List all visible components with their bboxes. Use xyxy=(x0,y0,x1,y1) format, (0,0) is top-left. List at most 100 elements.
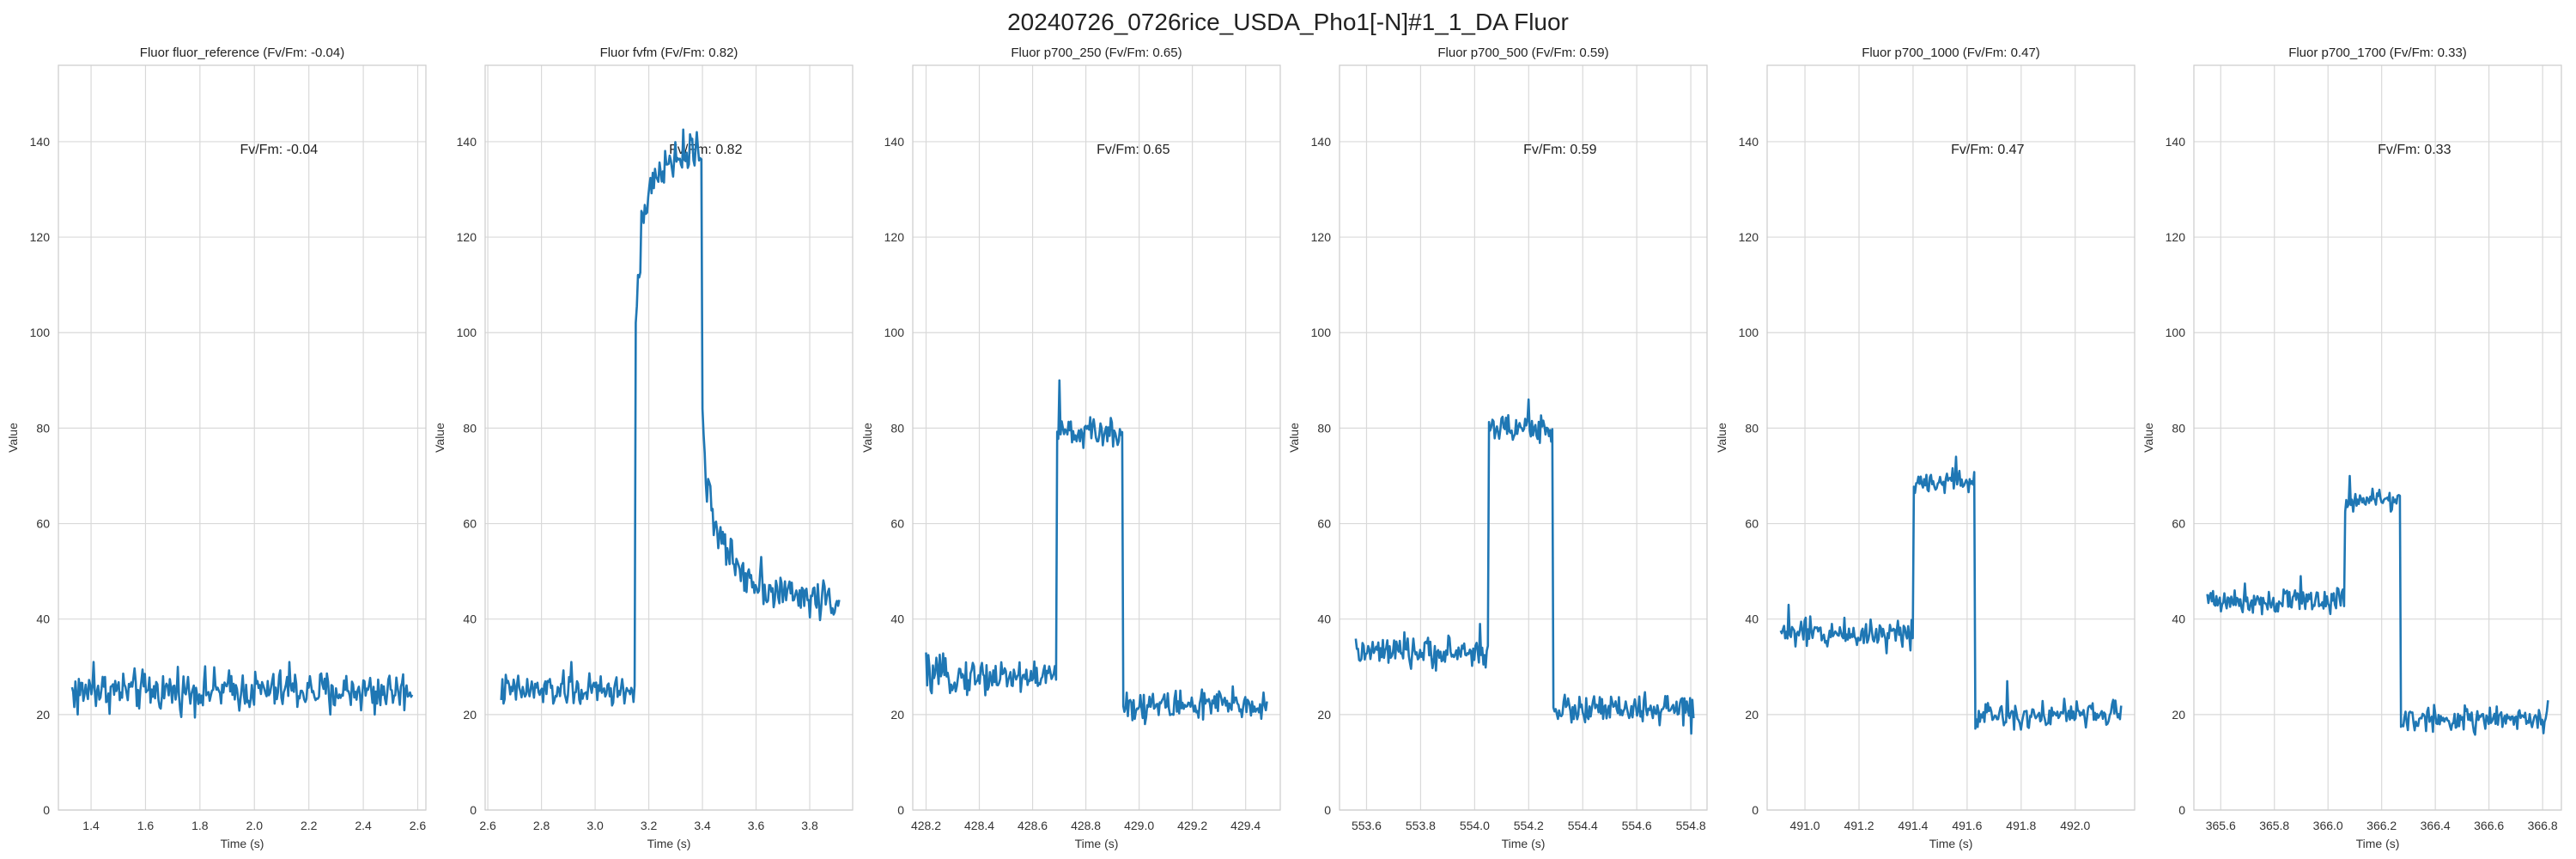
figure-title: 20240726_0726rice_USDA_Pho1[-N]#1_1_DA F… xyxy=(1007,9,1569,35)
y-axis-label: Value xyxy=(6,423,20,453)
y-tick-label: 100 xyxy=(1739,326,1759,339)
subplot-3: 0 20 40 60 80 100 120 140 428.2 428.4 428.6 428.8 42… xyxy=(860,46,1281,850)
axes-frame xyxy=(912,64,1281,811)
axes-frame xyxy=(58,64,427,811)
fvfm-annotation: Fv/Fm: 0.65 xyxy=(1097,143,1170,157)
x-tick-label: 3.0 xyxy=(586,819,604,832)
x-tick-label: 429.4 xyxy=(1230,819,1261,832)
y-tick-label: 0 xyxy=(43,803,50,817)
y-tick-label: 40 xyxy=(890,612,904,626)
x-tick-label: 366.0 xyxy=(2313,819,2343,832)
subplot-4: 0 20 40 60 80 100 120 140 553.6 553.8 554.0 554.2 55… xyxy=(1287,46,1708,850)
x-axis-label: Time (s) xyxy=(1502,837,1546,850)
x-tick-label: 2.2 xyxy=(301,819,318,832)
y-tick-label: 120 xyxy=(30,230,51,244)
x-tick-label: 429.2 xyxy=(1177,819,1207,832)
x-tick-label: 554.4 xyxy=(1568,819,1598,832)
y-tick-label: 20 xyxy=(1317,708,1331,722)
subplot-title: Fluor p700_500 (Fv/Fm: 0.59) xyxy=(1437,46,1608,60)
x-tick-label: 491.2 xyxy=(1844,819,1874,832)
x-axis-label: Time (s) xyxy=(1929,837,1973,850)
x-tick-label: 1.4 xyxy=(82,819,100,832)
y-tick-label: 20 xyxy=(1745,708,1759,722)
x-tick-label: 428.2 xyxy=(911,819,941,832)
subplot-1: 0 20 40 60 80 100 120 140 1.4 1.6 1.8 2.0 2.2 2.4 2.6 F… xyxy=(6,46,427,850)
x-tick-label: 491.8 xyxy=(2006,819,2036,832)
x-tick-label: 365.6 xyxy=(2206,819,2236,832)
x-tick-label: 491.0 xyxy=(1790,819,1820,832)
y-tick-label: 140 xyxy=(884,135,905,149)
y-tick-label: 100 xyxy=(30,326,51,339)
x-axis-label: Time (s) xyxy=(221,837,264,850)
y-tick-label: 140 xyxy=(2166,135,2186,149)
x-tick-label: 428.6 xyxy=(1018,819,1048,832)
y-tick-label: 100 xyxy=(1311,326,1332,339)
x-tick-label: 554.2 xyxy=(1514,819,1544,832)
y-tick-label: 100 xyxy=(2166,326,2186,339)
y-tick-label: 140 xyxy=(1311,135,1332,149)
y-tick-label: 0 xyxy=(897,803,904,817)
fvfm-annotation: Fv/Fm: 0.59 xyxy=(1523,143,1596,157)
fluorescence-series-line xyxy=(70,661,414,719)
y-tick-label: 80 xyxy=(2172,421,2185,435)
x-tick-label: 2.0 xyxy=(246,819,264,832)
x-tick-label: 366.8 xyxy=(2528,819,2558,832)
x-tick-label: 3.8 xyxy=(801,819,818,832)
y-tick-label: 80 xyxy=(1317,421,1331,435)
fluorescence-series-line xyxy=(1354,398,1695,735)
fluorescence-series-line xyxy=(1779,455,2123,731)
fvfm-annotation: Fv/Fm: -0.04 xyxy=(240,143,318,157)
fluorescence-series-line xyxy=(2206,474,2549,736)
y-tick-label: 40 xyxy=(1317,612,1331,626)
axes-frame xyxy=(2193,64,2562,811)
x-tick-label: 3.4 xyxy=(694,819,711,832)
x-tick-label: 554.6 xyxy=(1622,819,1652,832)
x-tick-label: 491.4 xyxy=(1898,819,1928,832)
y-tick-label: 60 xyxy=(1317,517,1331,531)
x-tick-label: 2.4 xyxy=(355,819,372,832)
subplot-title: Fluor fvfm (Fv/Fm: 0.82) xyxy=(600,46,738,60)
x-tick-label: 2.6 xyxy=(410,819,427,832)
x-tick-label: 2.6 xyxy=(479,819,496,832)
y-tick-label: 0 xyxy=(1324,803,1331,817)
y-tick-label: 80 xyxy=(890,421,904,435)
y-tick-label: 20 xyxy=(463,708,477,722)
y-tick-label: 100 xyxy=(457,326,477,339)
y-tick-label: 20 xyxy=(2172,708,2185,722)
x-tick-label: 553.6 xyxy=(1352,819,1382,832)
x-tick-label: 428.8 xyxy=(1071,819,1101,832)
x-tick-label: 1.8 xyxy=(191,819,209,832)
x-tick-label: 3.6 xyxy=(748,819,765,832)
y-tick-label: 80 xyxy=(463,421,477,435)
y-tick-label: 0 xyxy=(470,803,477,817)
x-tick-label: 366.4 xyxy=(2421,819,2451,832)
x-tick-label: 554.0 xyxy=(1460,819,1490,832)
axes-frame xyxy=(484,64,854,811)
y-tick-label: 0 xyxy=(1752,803,1759,817)
y-axis-label: Value xyxy=(1287,423,1301,453)
x-axis-label: Time (s) xyxy=(2356,837,2400,850)
axes-frame xyxy=(1766,64,2136,811)
x-tick-label: 2.8 xyxy=(533,819,550,832)
y-tick-label: 40 xyxy=(2172,612,2185,626)
x-axis-label: Time (s) xyxy=(647,837,691,850)
y-tick-label: 120 xyxy=(1311,230,1332,244)
x-tick-label: 3.2 xyxy=(641,819,658,832)
x-tick-label: 553.8 xyxy=(1406,819,1436,832)
y-tick-label: 80 xyxy=(1745,421,1759,435)
y-tick-label: 60 xyxy=(1745,517,1759,531)
x-tick-label: 428.4 xyxy=(964,819,994,832)
subplot-6: 0 20 40 60 80 100 120 140 365.6 365.8 366.0 366.2 36… xyxy=(2142,46,2562,850)
y-tick-label: 120 xyxy=(884,230,905,244)
fluorescence-series-line xyxy=(500,128,841,707)
x-tick-label: 491.6 xyxy=(1952,819,1982,832)
y-tick-label: 0 xyxy=(2178,803,2185,817)
y-tick-label: 20 xyxy=(890,708,904,722)
x-tick-label: 554.8 xyxy=(1676,819,1706,832)
axes-frame xyxy=(1339,64,1708,811)
y-tick-label: 100 xyxy=(884,326,905,339)
subplot-title: Fluor p700_1700 (Fv/Fm: 0.33) xyxy=(2288,46,2467,60)
y-tick-label: 20 xyxy=(36,708,50,722)
x-tick-label: 1.6 xyxy=(137,819,155,832)
